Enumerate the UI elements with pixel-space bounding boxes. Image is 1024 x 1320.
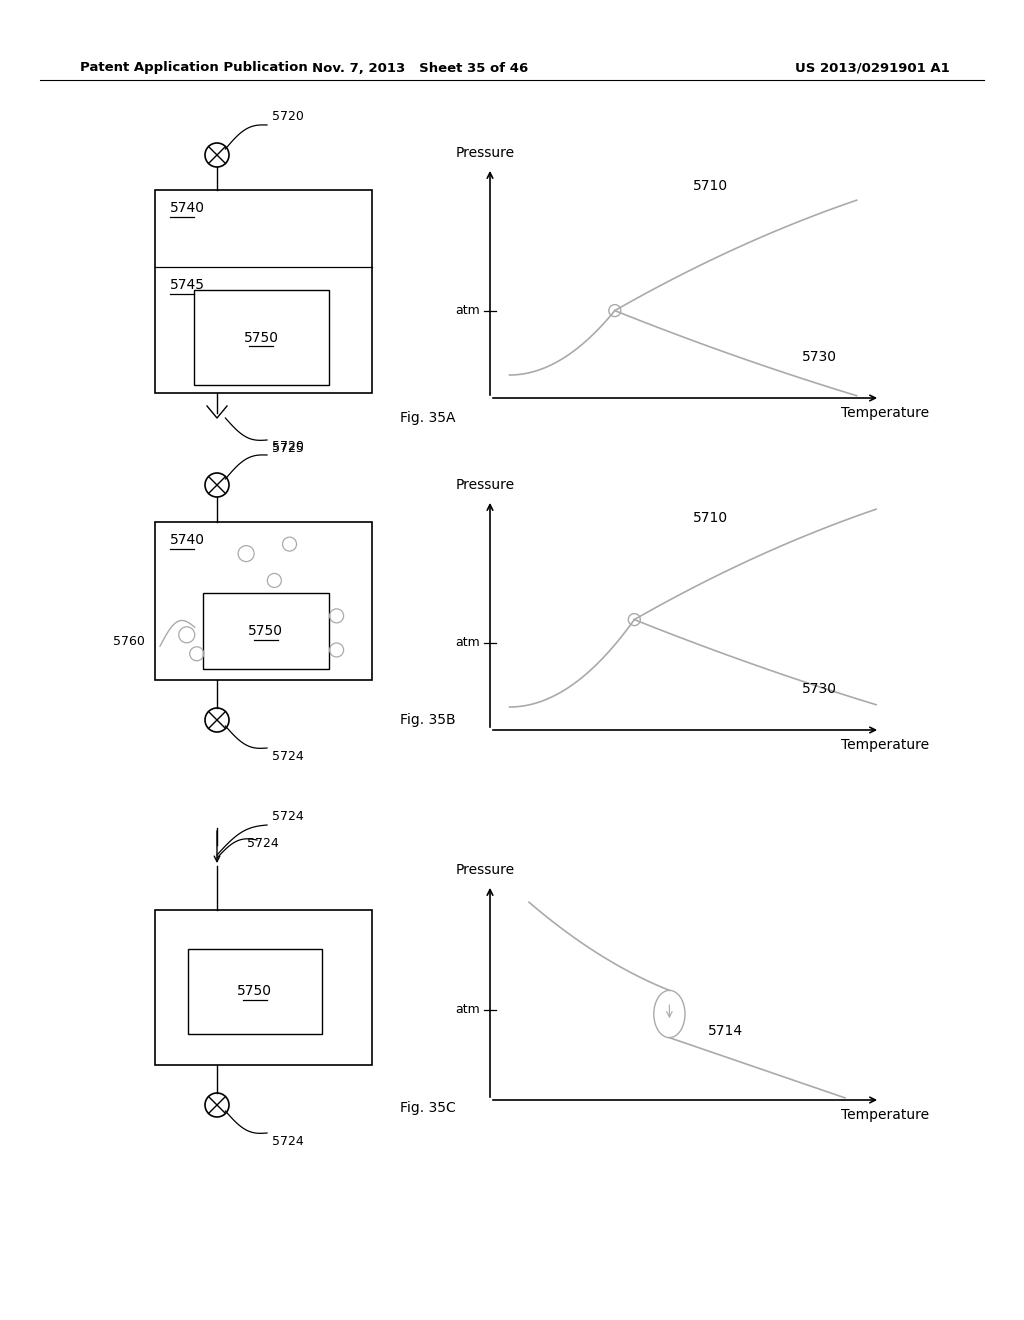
Bar [195,290,329,385]
Text: 5760: 5760 [113,635,145,648]
Bar [155,190,372,393]
Text: 5725: 5725 [272,442,304,455]
Text: 5730: 5730 [802,350,837,363]
Text: 5740: 5740 [170,201,205,215]
Text: atm: atm [456,304,480,317]
Text: 5714: 5714 [709,1024,743,1039]
Text: 5724: 5724 [272,810,304,822]
Text: 5720: 5720 [272,110,304,123]
Text: 5724: 5724 [247,837,279,850]
Text: atm: atm [456,636,480,649]
Text: 5750: 5750 [244,331,279,345]
Bar [155,521,372,680]
Text: 5730: 5730 [802,681,837,696]
Text: 5710: 5710 [693,180,728,194]
Text: 5750: 5750 [248,624,284,638]
Text: atm: atm [456,1003,480,1016]
Text: Patent Application Publication: Patent Application Publication [80,62,308,74]
Bar [187,949,323,1034]
Bar [155,909,372,1065]
Text: 5724: 5724 [272,1135,304,1148]
Text: Fig. 35B: Fig. 35B [400,713,456,727]
Text: 5740: 5740 [170,533,205,546]
Text: 5745: 5745 [170,279,205,292]
Text: 5750: 5750 [238,985,272,998]
Text: Nov. 7, 2013   Sheet 35 of 46: Nov. 7, 2013 Sheet 35 of 46 [312,62,528,74]
Text: Pressure: Pressure [456,147,515,160]
Text: Pressure: Pressure [456,478,515,492]
Text: Temperature: Temperature [841,1107,929,1122]
Text: US 2013/0291901 A1: US 2013/0291901 A1 [796,62,950,74]
Text: Temperature: Temperature [841,738,929,752]
Bar [203,593,329,669]
Text: Temperature: Temperature [841,407,929,420]
Text: Pressure: Pressure [456,863,515,876]
Text: Fig. 35A: Fig. 35A [400,411,456,425]
Text: 5724: 5724 [272,750,304,763]
Text: 5720: 5720 [272,440,304,453]
Text: Fig. 35C: Fig. 35C [400,1101,456,1115]
Text: 5710: 5710 [693,511,728,525]
